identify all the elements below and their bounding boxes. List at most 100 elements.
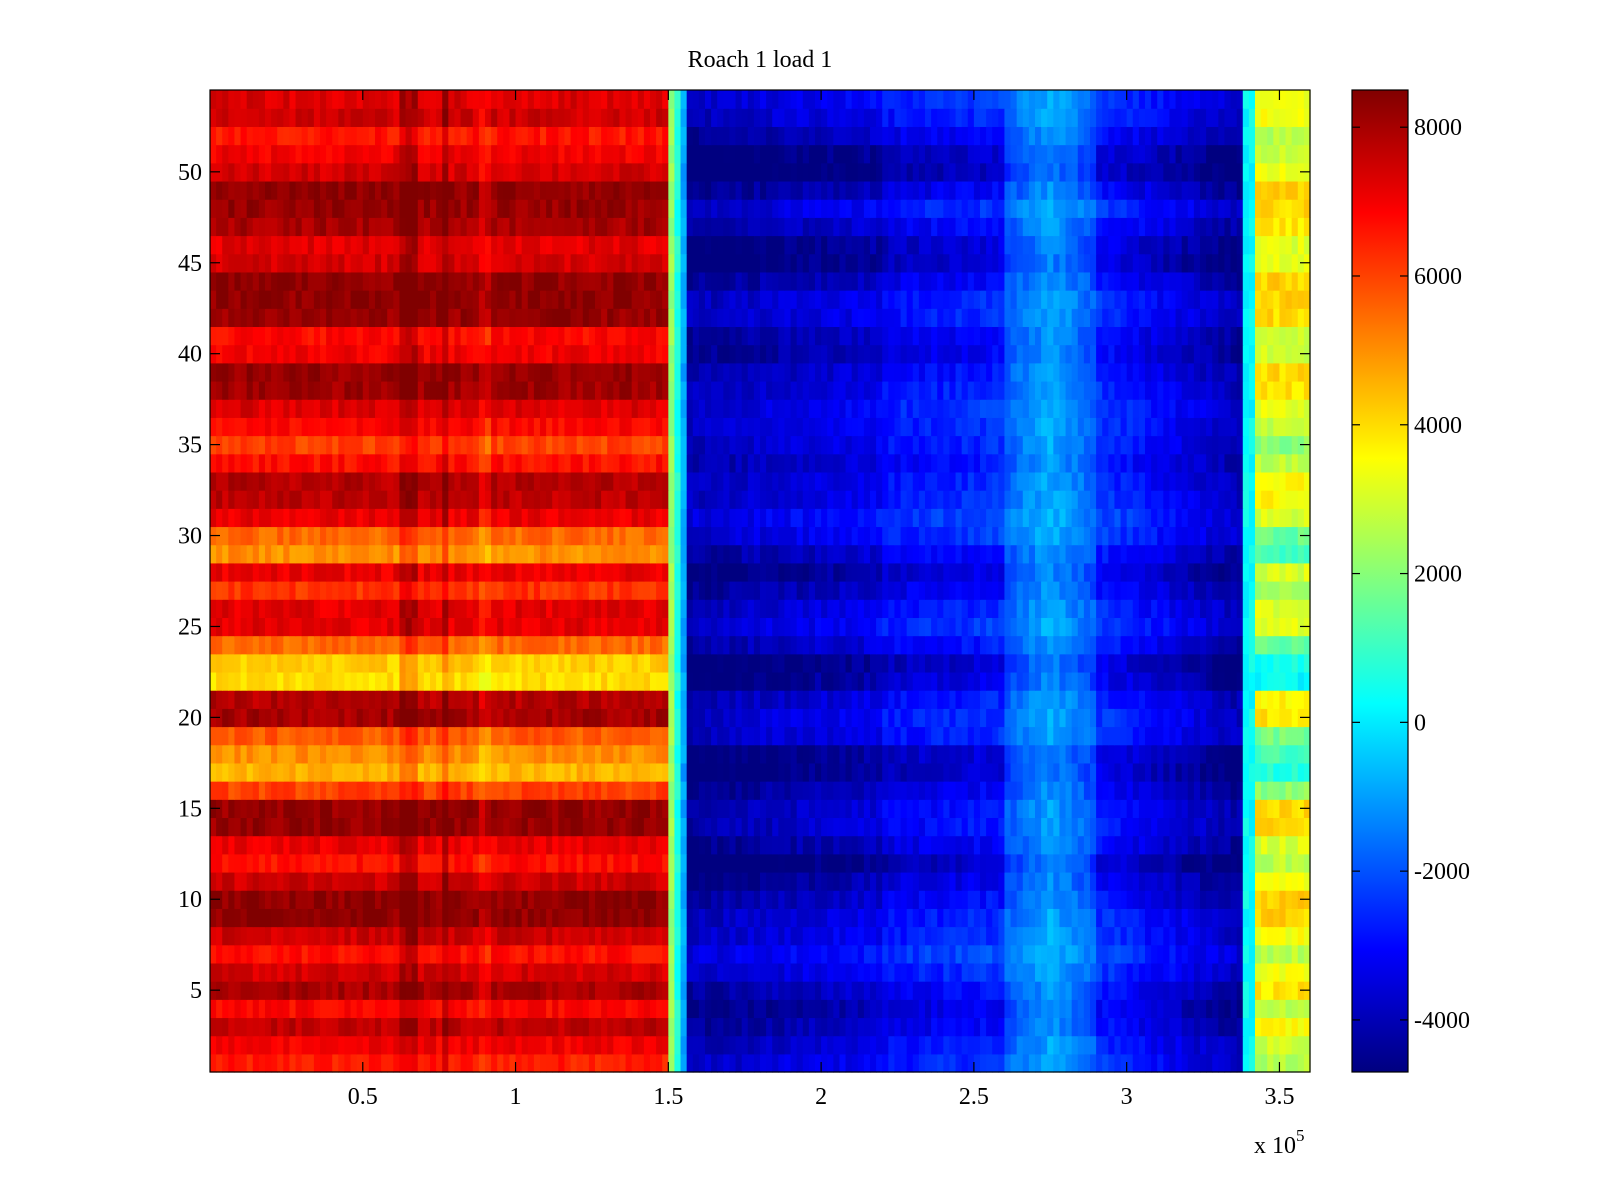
heatmap-cell: [1236, 617, 1244, 637]
heatmap-cell: [362, 908, 370, 928]
heatmap-cell: [558, 853, 566, 873]
heatmap-cell: [252, 635, 260, 655]
heatmap-cell: [430, 781, 437, 800]
heatmap-cell: [772, 835, 779, 855]
heatmap-cell: [582, 926, 590, 946]
heatmap-cell: [521, 744, 529, 764]
heatmap-cell: [1120, 726, 1128, 746]
heatmap-cell: [1236, 1035, 1244, 1055]
heatmap-cell: [430, 799, 437, 819]
heatmap-cell: [558, 1035, 566, 1055]
heatmap-cell: [625, 981, 633, 1000]
heatmap-cell: [863, 1053, 871, 1073]
heatmap-cell: [918, 962, 926, 982]
heatmap-cell: [900, 653, 908, 673]
heatmap-cell: [1102, 744, 1109, 764]
heatmap-cell: [1071, 799, 1079, 819]
heatmap-cell: [595, 708, 602, 728]
heatmap-cell: [888, 1053, 896, 1073]
heatmap-cell: [1138, 653, 1146, 673]
heatmap-cell: [320, 1035, 327, 1055]
heatmap-cell: [1206, 762, 1213, 782]
heatmap-cell: [332, 726, 339, 746]
heatmap-cell: [1016, 926, 1024, 946]
heatmap-cell: [228, 1035, 236, 1055]
heatmap-cell: [1242, 708, 1250, 728]
heatmap-cell: [362, 671, 370, 691]
heatmap-cell: [527, 671, 535, 691]
heatmap-cell: [258, 744, 266, 764]
heatmap-cell: [1297, 871, 1305, 891]
heatmap-cell: [784, 1053, 792, 1073]
heatmap-cell: [986, 944, 993, 964]
heatmap-cell: [497, 908, 504, 928]
heatmap-cell: [381, 635, 388, 655]
heatmap-cell: [980, 690, 987, 709]
heatmap-cell: [301, 635, 309, 655]
heatmap-cell: [1236, 726, 1244, 746]
heatmap-cell: [839, 690, 847, 709]
heatmap-cell: [1303, 1035, 1311, 1055]
heatmap-cell: [271, 871, 278, 891]
heatmap-cell: [423, 1017, 431, 1037]
heatmap-cell: [925, 871, 932, 891]
heatmap-cell: [790, 962, 798, 982]
heatmap-cell: [515, 908, 523, 928]
heatmap-cell: [925, 999, 932, 1019]
heatmap-cell: [1169, 671, 1177, 691]
heatmap-cell: [1114, 835, 1122, 855]
heatmap-cell: [680, 962, 688, 982]
heatmap-cell: [540, 817, 547, 837]
heatmap-cell: [1083, 981, 1091, 1000]
heatmap-cell: [326, 726, 333, 746]
heatmap-cell: [912, 871, 920, 891]
heatmap-cell: [1163, 617, 1171, 637]
heatmap-cell: [552, 981, 559, 1000]
heatmap-cell: [405, 1053, 413, 1073]
heatmap-cell: [686, 599, 694, 618]
heatmap-cell: [350, 690, 358, 709]
heatmap-cell: [1169, 817, 1177, 837]
heatmap-cell: [1248, 835, 1256, 855]
heatmap-cell: [210, 599, 217, 618]
heatmap-cell: [1175, 890, 1183, 909]
heatmap-cell: [1267, 981, 1274, 1000]
heatmap-cell: [399, 1053, 407, 1073]
heatmap-cell: [986, 671, 993, 691]
heatmap-cell: [1004, 871, 1012, 891]
heatmap-cell: [1187, 981, 1195, 1000]
heatmap-cell: [527, 1053, 535, 1073]
heatmap-cell: [1004, 581, 1012, 600]
heatmap-cell: [760, 671, 767, 691]
heatmap-cell: [906, 817, 914, 837]
heatmap-cell: [320, 671, 327, 691]
heatmap-cell: [747, 962, 755, 982]
heatmap-cell: [870, 635, 877, 655]
heatmap-cell: [815, 853, 822, 873]
heatmap-cell: [344, 1035, 352, 1055]
heatmap-cell: [980, 635, 987, 655]
heatmap-cell: [344, 835, 352, 855]
heatmap-cell: [906, 562, 914, 582]
heatmap-cell: [271, 599, 278, 618]
heatmap-cell: [411, 1017, 419, 1037]
heatmap-cell: [1267, 853, 1274, 873]
heatmap-cell: [307, 962, 315, 982]
heatmap-cell: [1267, 653, 1274, 673]
heatmap-cell: [692, 690, 700, 709]
heatmap-cell: [1163, 835, 1171, 855]
heatmap-cell: [326, 653, 333, 673]
heatmap-cell: [808, 817, 816, 837]
heatmap-cell: [705, 944, 712, 964]
heatmap-cell: [570, 853, 578, 873]
heatmap-cell: [955, 581, 963, 600]
heatmap-cell: [411, 781, 419, 800]
heatmap-cell: [436, 581, 443, 600]
heatmap-cell: [656, 690, 663, 709]
heatmap-cell: [698, 690, 706, 709]
heatmap-cell: [1248, 762, 1256, 782]
heatmap-cell: [295, 1017, 303, 1037]
heatmap-cell: [1157, 962, 1164, 982]
heatmap-cell: [1004, 890, 1012, 909]
heatmap-cell: [1261, 981, 1268, 1000]
